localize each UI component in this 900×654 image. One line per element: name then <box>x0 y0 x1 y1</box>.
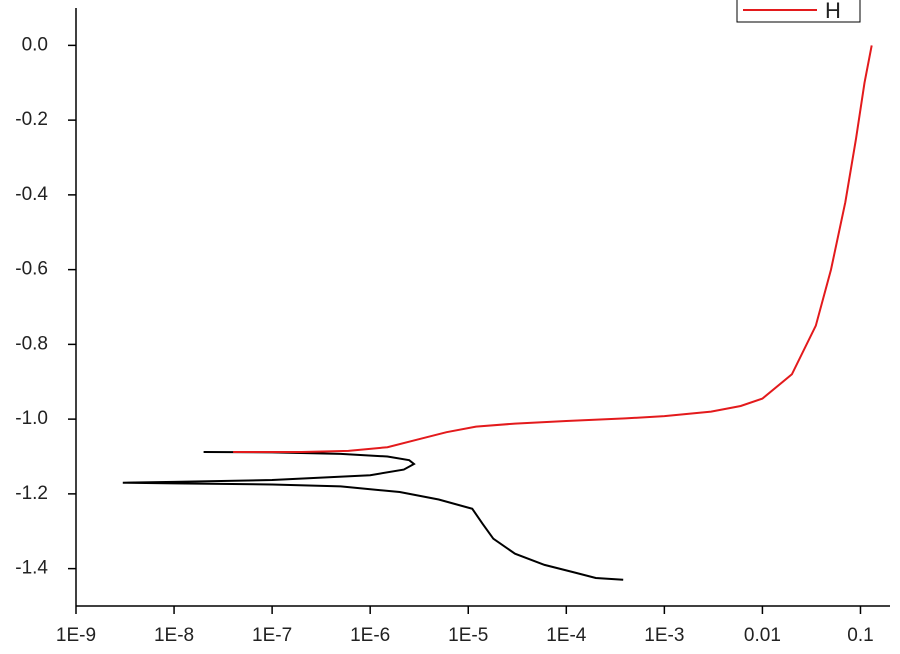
x-tick-label: 1E-6 <box>350 625 390 646</box>
y-tick-label: -1.4 <box>15 558 48 579</box>
y-tick-label: -1.2 <box>15 483 48 504</box>
y-tick-label: -0.4 <box>15 184 48 205</box>
x-tick-label: 1E-8 <box>154 625 194 646</box>
x-tick-label: 0.1 <box>847 625 873 646</box>
y-tick-label: -0.8 <box>15 333 48 354</box>
legend-label: H <box>825 0 841 23</box>
x-tick-label: 1E-7 <box>252 625 292 646</box>
y-tick-label: 0.0 <box>22 34 48 55</box>
data-line <box>233 45 873 453</box>
y-tick-label: -0.2 <box>15 109 48 130</box>
y-tick-label: -1.0 <box>15 408 48 429</box>
y-tick-label: -0.6 <box>15 259 48 280</box>
x-tick-label: 1E-4 <box>546 625 587 646</box>
x-tick-label: 0.01 <box>744 625 781 646</box>
data-line <box>122 451 624 581</box>
x-tick-label: 1E-9 <box>56 625 96 646</box>
x-tick-label: 1E-5 <box>448 625 488 646</box>
x-tick-label: 1E-3 <box>644 625 684 646</box>
